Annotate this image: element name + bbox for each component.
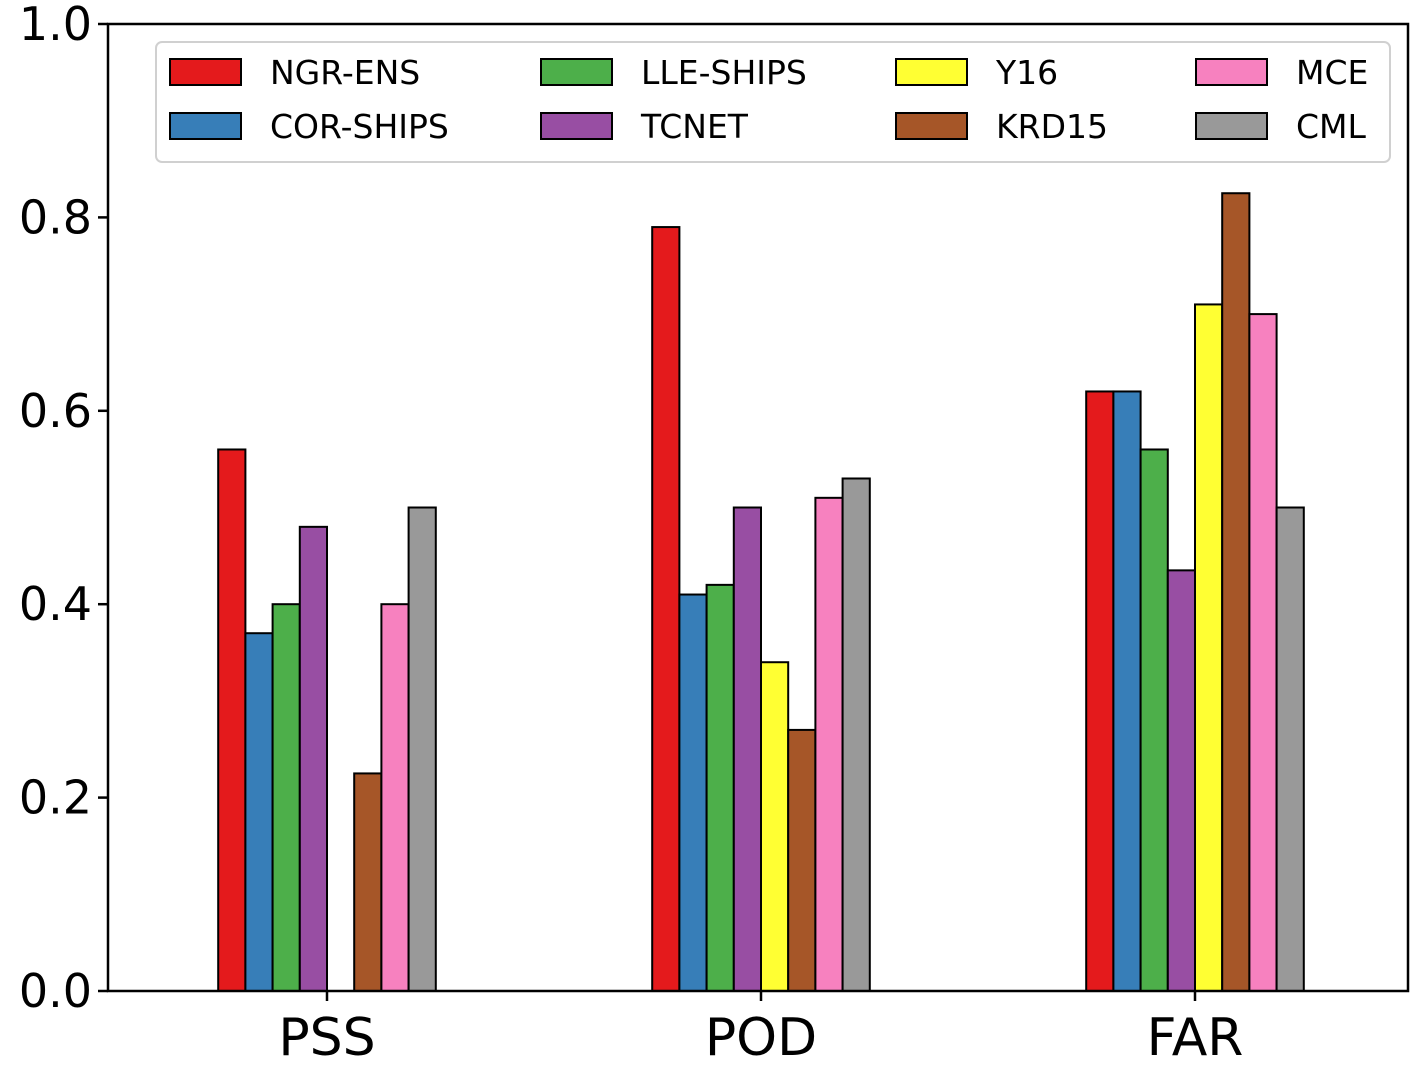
axes-layer: 0.0 0.2 0.4 0.6 0.8 1.0 PSS POD FAR (19, 0, 1410, 1065)
legend-label-tcnet: TCNET (640, 107, 749, 146)
bar-mce-pod (814, 496, 844, 992)
x-tick-label-pod: POD (705, 1008, 817, 1061)
bars-layer (217, 192, 1305, 993)
legend-label-cor-ships: COR-SHIPS (270, 107, 449, 146)
legend-box (155, 41, 1391, 163)
x-tick-label-pss: PSS (278, 1008, 375, 1061)
legend-swatch-y16 (895, 58, 968, 86)
y-tick-label: 0.0 (19, 964, 92, 1018)
legend-swatch-cml (1195, 112, 1268, 140)
bar-krd15-pss (353, 772, 383, 992)
bar-krd15-pod (787, 728, 817, 992)
y-tick-label: 0.4 (19, 577, 92, 631)
legend-label-ngr-ens: NGR-ENS (270, 53, 420, 92)
y-tick-label: 0.8 (19, 190, 92, 244)
legend-label-y16: Y16 (995, 53, 1058, 92)
bar-lle-ships-pod (705, 583, 735, 992)
legend-swatch-tcnet (540, 112, 613, 140)
plot-frame (106, 22, 1410, 993)
legend: NGR-ENS COR-SHIPS LLE-SHIPS TCNET Y16 KRD15 MC… (155, 41, 1391, 163)
bar-ngr-ens-pod (651, 226, 681, 992)
bar-ngr-ens-far (1085, 390, 1115, 992)
y-tick-label: 1.0 (19, 0, 92, 51)
bar-krd15-far (1221, 192, 1251, 993)
bar-cor-ships-pod (678, 593, 708, 993)
legend-swatch-krd15 (895, 112, 968, 140)
bar-cml-pod (841, 477, 871, 992)
legend-swatch-cor-ships (169, 112, 242, 140)
bar-y16-pod (760, 661, 790, 992)
legend-label-krd15: KRD15 (996, 107, 1108, 146)
bar-lle-ships-pss (271, 603, 301, 992)
legend-swatch-mce (1195, 58, 1268, 86)
bar-cor-ships-far (1112, 390, 1142, 992)
y-tick-label: 0.2 (19, 771, 92, 825)
bar-tcnet-far (1166, 569, 1197, 992)
bar-y16-far (1194, 303, 1224, 992)
bar-cml-far (1275, 506, 1305, 992)
legend-label-cml: CML (1296, 107, 1367, 146)
bar-ngr-ens-pss (217, 448, 247, 993)
bar-mce-far (1248, 313, 1278, 993)
bar-cor-ships-pss (244, 632, 274, 993)
bar-cml-pss (407, 506, 437, 992)
legend-swatch-lle-ships (540, 58, 613, 86)
x-tick-label-far: FAR (1147, 1008, 1244, 1061)
bar-mce-pss (380, 603, 410, 992)
legend-swatch-ngr-ens (169, 58, 242, 86)
bar-tcnet-pod (732, 506, 762, 992)
legend-label-mce: MCE (1296, 53, 1368, 92)
bar-lle-ships-far (1139, 448, 1169, 993)
y-tick-label: 0.6 (19, 384, 92, 438)
legend-label-lle-ships: LLE-SHIPS (641, 53, 807, 92)
bar-tcnet-pss (298, 525, 328, 993)
